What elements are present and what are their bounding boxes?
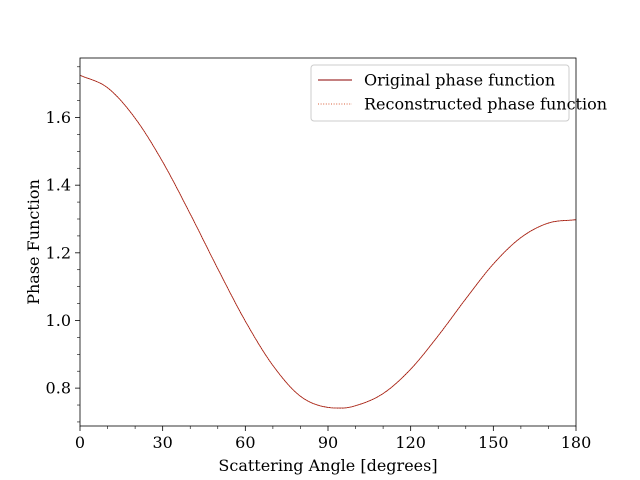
y-tick-label: 1.0 <box>46 311 71 330</box>
y-tick-label: 1.4 <box>46 176 71 195</box>
x-tick-label: 90 <box>318 433 338 452</box>
x-tick-label: 150 <box>478 433 509 452</box>
x-axis-label: Scattering Angle [degrees] <box>218 456 437 475</box>
x-tick-label: 0 <box>75 433 85 452</box>
y-tick-label: 1.2 <box>46 243 71 262</box>
legend: Original phase function Reconstructed ph… <box>310 64 607 122</box>
y-axis-label: Phase Function <box>24 179 43 305</box>
y-tick-label: 0.8 <box>46 379 71 398</box>
legend-box <box>310 64 570 122</box>
y-tick-label: 1.6 <box>46 108 71 127</box>
legend-label-reconstructed: Reconstructed phase function <box>364 95 607 114</box>
ticks-layer: 0 30 60 90 120 150 180 0.8 1.0 1.2 1.4 1.6 <box>46 66 592 452</box>
series-line-reconstructed <box>79 74 577 409</box>
series-layer <box>79 74 577 409</box>
x-tick-label: 30 <box>152 433 172 452</box>
x-tick-label: 60 <box>235 433 255 452</box>
legend-label-original: Original phase function <box>364 71 555 90</box>
x-tick-label: 180 <box>561 433 592 452</box>
x-tick-label: 120 <box>395 433 426 452</box>
